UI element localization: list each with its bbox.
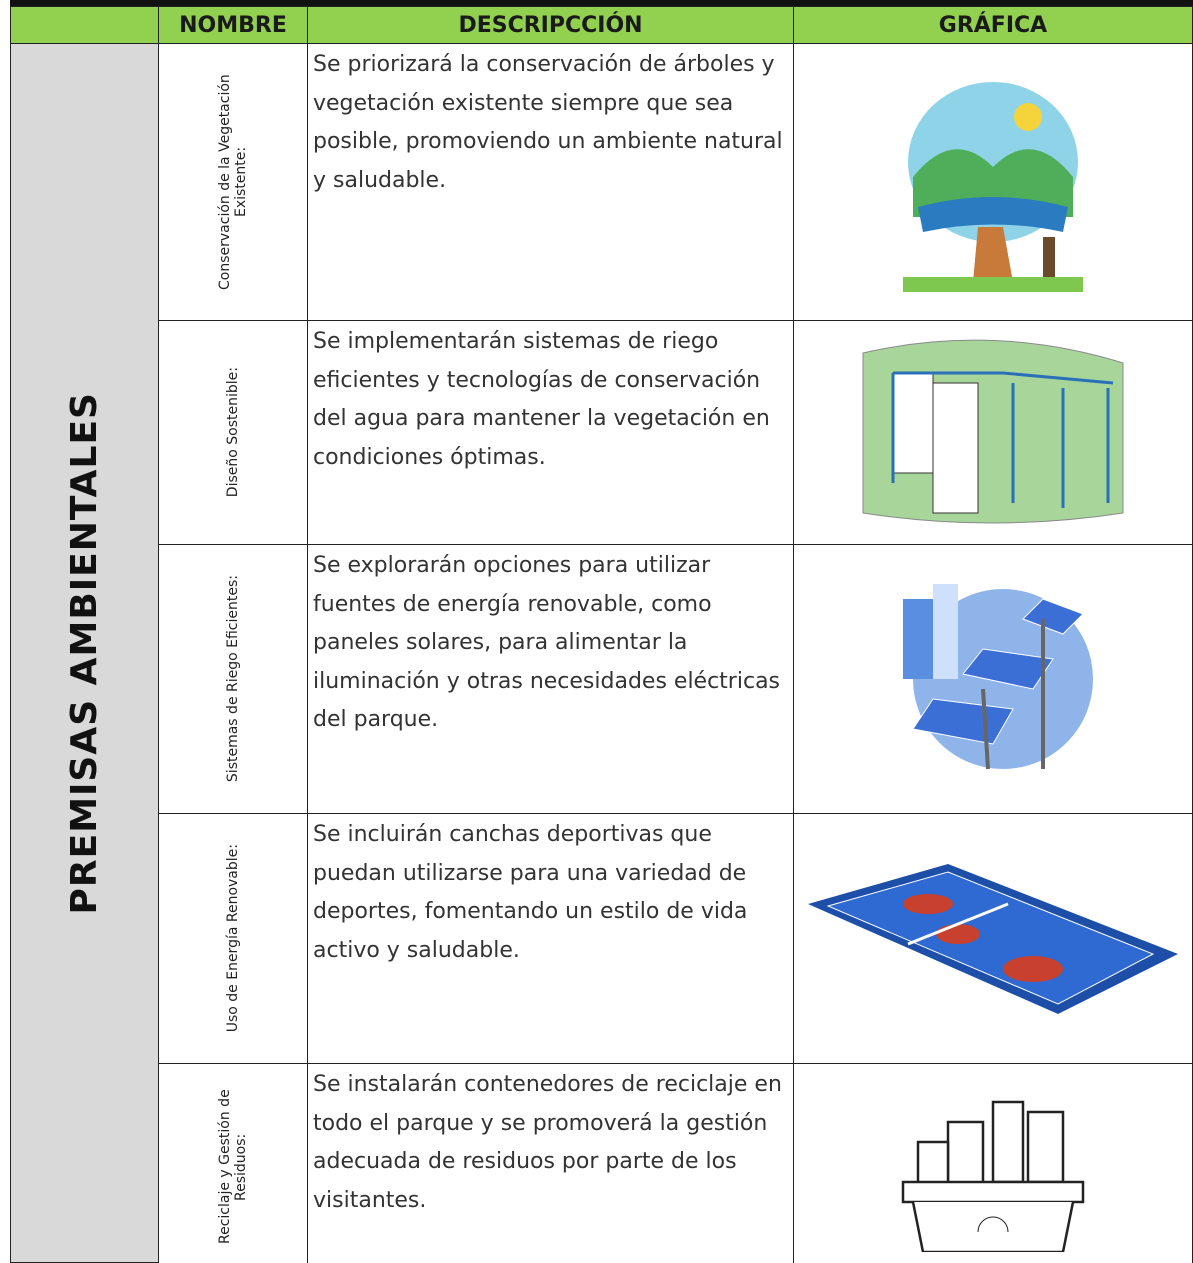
row-name: Conservación de la Vegetación Existente: bbox=[217, 74, 249, 290]
description-cell: Se incluirán canchas deportivas que pued… bbox=[307, 813, 794, 1064]
header-cell: GRÁFICA bbox=[793, 6, 1193, 44]
name-cell: Sistemas de Riego Eficientes: bbox=[158, 544, 308, 814]
row-name: Sistemas de Riego Eficientes: bbox=[225, 575, 241, 783]
header-cell: NOMBRE bbox=[158, 6, 308, 44]
graphic-cell bbox=[793, 813, 1193, 1064]
row-description: Se priorizará la conservación de árboles… bbox=[313, 52, 783, 193]
name-cell: Uso de Energía Renovable: bbox=[158, 813, 308, 1064]
graphic-cell bbox=[793, 320, 1193, 545]
top-border bbox=[10, 0, 1193, 8]
name-cell: Reciclaje y Gestión de Residuos: bbox=[158, 1063, 308, 1263]
graphic-cell bbox=[793, 43, 1193, 321]
header-text: NOMBRE bbox=[179, 12, 287, 38]
recycling-illustration bbox=[901, 1100, 1085, 1252]
name-cell: Conservación de la Vegetación Existente: bbox=[158, 43, 308, 321]
description-cell: Se priorizará la conservación de árboles… bbox=[307, 43, 794, 321]
row-description: Se instalarán contenedores de reciclaje … bbox=[313, 1072, 782, 1213]
header-text: DESCRIPCCIÓN bbox=[458, 12, 643, 38]
irrigation-plan bbox=[862, 339, 1124, 523]
section-title: PREMISAS AMBIENTALES bbox=[64, 391, 105, 915]
description-cell: Se implementarán sistemas de riego efici… bbox=[307, 320, 794, 545]
row-description: Se implementarán sistemas de riego efici… bbox=[313, 329, 770, 470]
graphic-cell bbox=[793, 544, 1193, 814]
header-cell: DESCRIPCCIÓN bbox=[307, 6, 794, 44]
row-description: Se incluirán canchas deportivas que pued… bbox=[313, 822, 748, 963]
header-blank bbox=[10, 6, 159, 44]
name-cell: Diseño Sostenible: bbox=[158, 320, 308, 545]
row-name: Diseño Sostenible: bbox=[225, 367, 241, 498]
description-cell: Se instalarán contenedores de reciclaje … bbox=[307, 1063, 794, 1263]
row-name: Uso de Energía Renovable: bbox=[225, 844, 241, 1033]
solar-illustration bbox=[903, 584, 1093, 770]
row-name: Reciclaje y Gestión de Residuos: bbox=[217, 1089, 249, 1245]
header-text: GRÁFICA bbox=[938, 12, 1048, 38]
section-cell: PREMISAS AMBIENTALES bbox=[10, 43, 159, 1263]
tree-illustration bbox=[903, 82, 1083, 292]
graphic-cell bbox=[793, 1063, 1193, 1263]
court-illustration bbox=[808, 863, 1178, 1014]
row-description: Se explorarán opciones para utilizar fue… bbox=[313, 553, 781, 732]
description-cell: Se explorarán opciones para utilizar fue… bbox=[307, 544, 794, 814]
